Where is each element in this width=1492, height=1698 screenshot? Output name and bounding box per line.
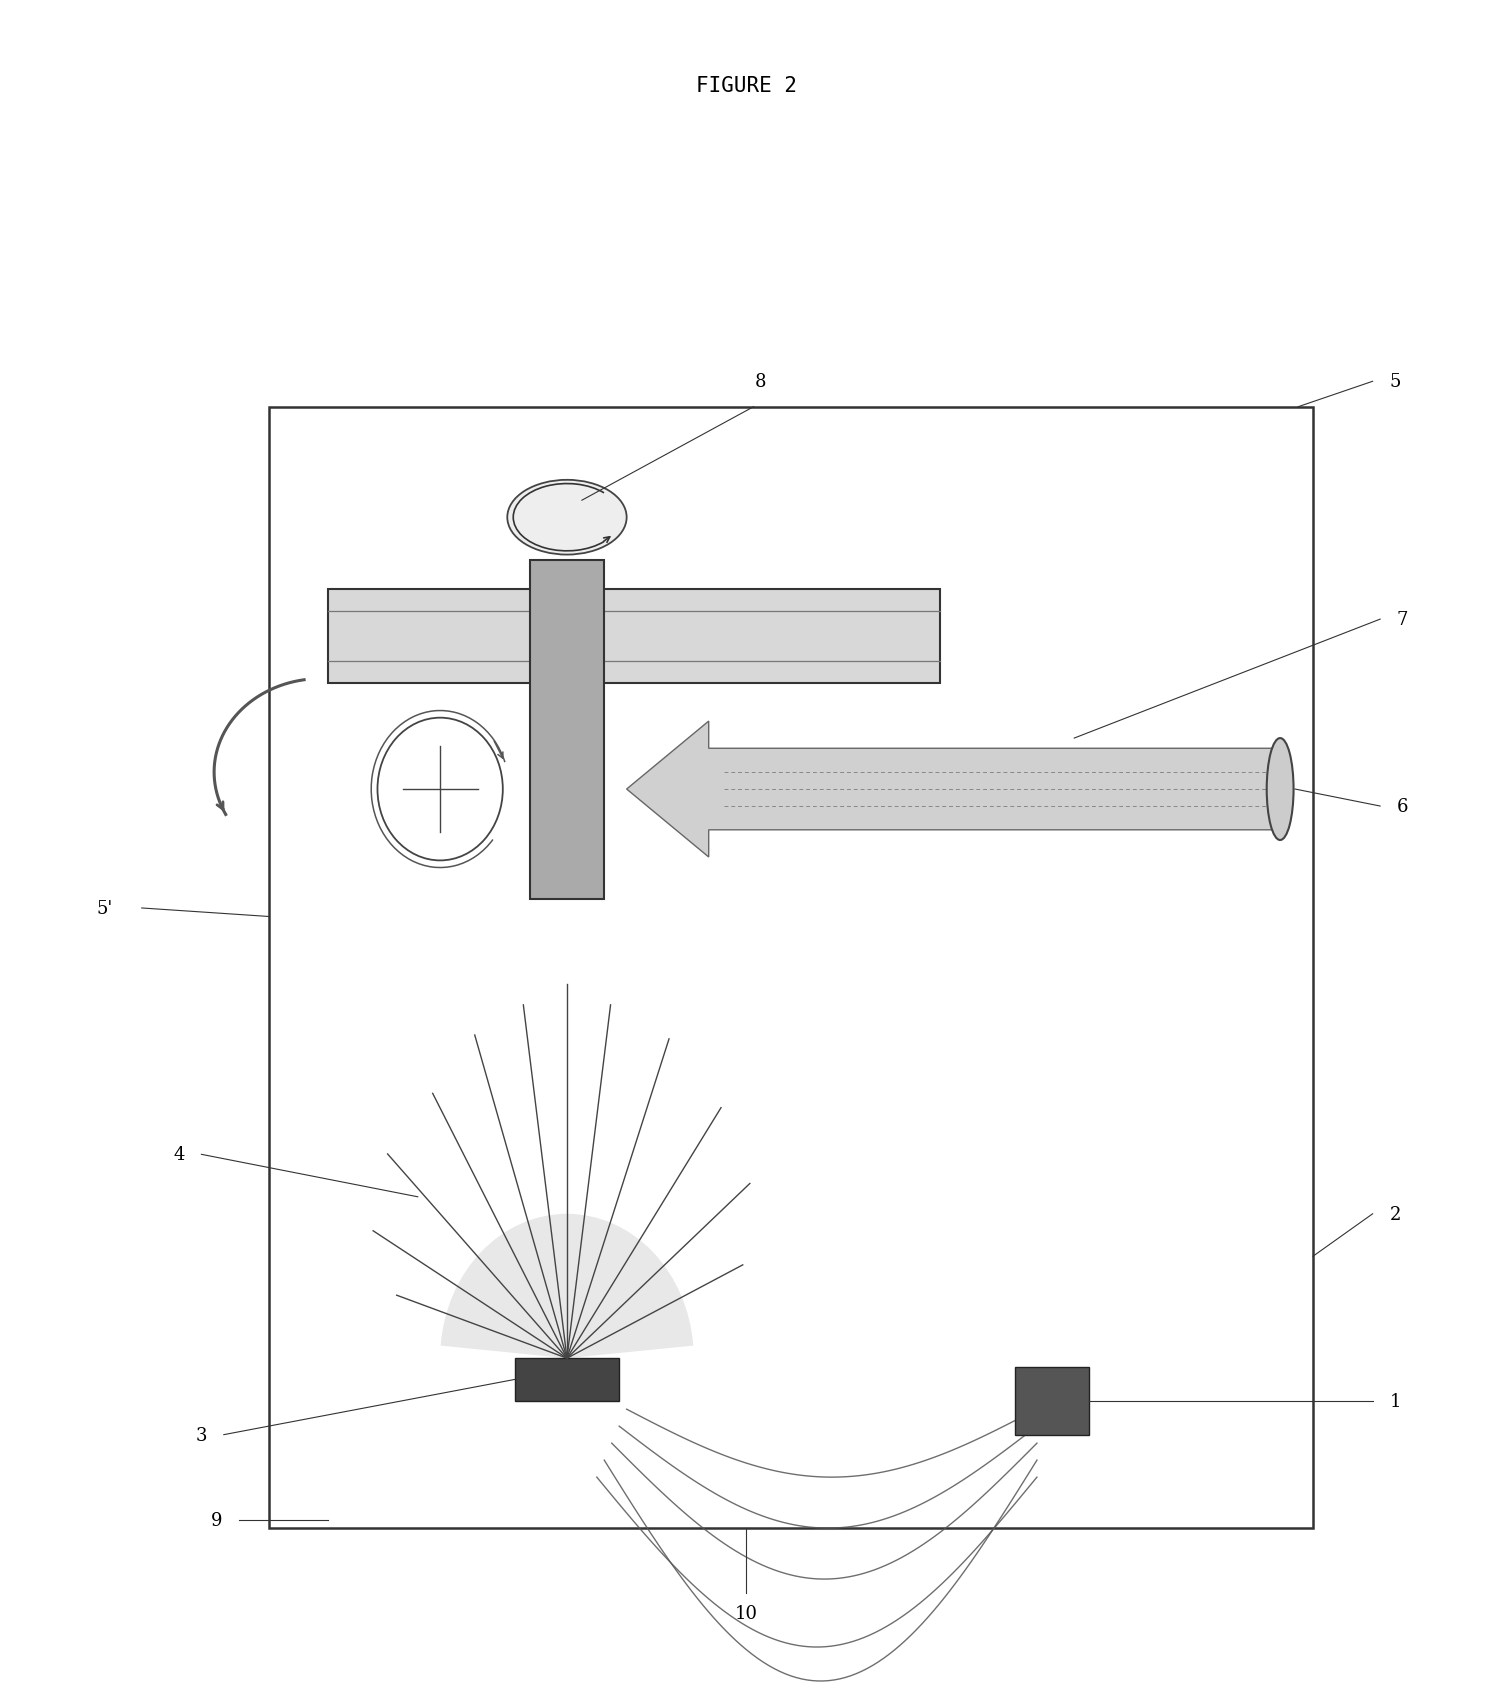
Bar (530, 560, 604, 900)
Text: 9: 9 (210, 1511, 222, 1528)
Text: 7: 7 (1397, 611, 1408, 628)
Bar (515, 1358, 619, 1401)
Bar (269, 408, 1313, 1528)
Text: 5: 5 (1389, 374, 1401, 391)
Text: 2: 2 (1389, 1206, 1401, 1223)
Ellipse shape (1267, 739, 1294, 841)
Text: 6: 6 (1397, 798, 1408, 815)
Wedge shape (440, 1214, 694, 1358)
Text: FIGURE 2: FIGURE 2 (695, 76, 797, 97)
Text: 5': 5' (97, 900, 112, 917)
Text: 4: 4 (173, 1146, 185, 1163)
Bar (1015, 1367, 1089, 1435)
Text: 8: 8 (755, 374, 767, 391)
Text: 10: 10 (734, 1605, 758, 1622)
Text: 1: 1 (1389, 1392, 1401, 1409)
Ellipse shape (507, 481, 627, 555)
Bar (328, 589, 940, 683)
FancyArrow shape (627, 722, 1276, 857)
Text: 3: 3 (195, 1426, 207, 1443)
